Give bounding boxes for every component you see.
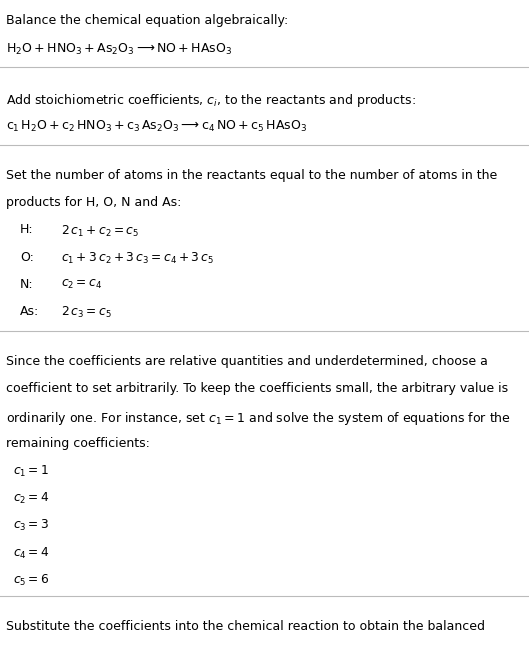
Text: $c_1 + 3\,c_2 + 3\,c_3 = c_4 + 3\,c_5$: $c_1 + 3\,c_2 + 3\,c_3 = c_4 + 3\,c_5$ xyxy=(61,250,214,266)
Text: Balance the chemical equation algebraically:: Balance the chemical equation algebraica… xyxy=(6,14,289,27)
Text: Add stoichiometric coefficients, $c_i$, to the reactants and products:: Add stoichiometric coefficients, $c_i$, … xyxy=(6,92,416,109)
Text: $\mathrm{H_2O + HNO_3 + As_2O_3 \longrightarrow NO + HAsO_3}$: $\mathrm{H_2O + HNO_3 + As_2O_3 \longrig… xyxy=(6,41,233,56)
Text: $\mathrm{c_1\,H_2O + c_2\,HNO_3 + c_3\,As_2O_3 \longrightarrow c_4\,NO + c_5\,HA: $\mathrm{c_1\,H_2O + c_2\,HNO_3 + c_3\,A… xyxy=(6,119,307,134)
Text: Substitute the coefficients into the chemical reaction to obtain the balanced: Substitute the coefficients into the che… xyxy=(6,620,485,633)
Text: As:: As: xyxy=(20,305,39,318)
Text: $c_2 = c_4$: $c_2 = c_4$ xyxy=(61,278,102,291)
Text: $c_3 = 3$: $c_3 = 3$ xyxy=(13,518,50,533)
Text: coefficient to set arbitrarily. To keep the coefficients small, the arbitrary va: coefficient to set arbitrarily. To keep … xyxy=(6,382,508,395)
Text: $2\,c_3 = c_5$: $2\,c_3 = c_5$ xyxy=(61,305,112,320)
Text: $c_4 = 4$: $c_4 = 4$ xyxy=(13,545,50,560)
Text: ordinarily one. For instance, set $c_1 = 1$ and solve the system of equations fo: ordinarily one. For instance, set $c_1 =… xyxy=(6,410,512,426)
Text: $c_5 = 6$: $c_5 = 6$ xyxy=(13,573,50,587)
Text: products for H, O, N and As:: products for H, O, N and As: xyxy=(6,196,182,209)
Text: Set the number of atoms in the reactants equal to the number of atoms in the: Set the number of atoms in the reactants… xyxy=(6,169,498,182)
Text: O:: O: xyxy=(20,250,34,263)
Text: $2\,c_1 + c_2 = c_5$: $2\,c_1 + c_2 = c_5$ xyxy=(61,223,139,239)
Text: H:: H: xyxy=(20,223,34,236)
Text: Since the coefficients are relative quantities and underdetermined, choose a: Since the coefficients are relative quan… xyxy=(6,355,488,368)
Text: remaining coefficients:: remaining coefficients: xyxy=(6,437,150,450)
Text: $c_2 = 4$: $c_2 = 4$ xyxy=(13,491,50,506)
Text: $c_1 = 1$: $c_1 = 1$ xyxy=(13,464,49,479)
Text: N:: N: xyxy=(20,278,34,291)
